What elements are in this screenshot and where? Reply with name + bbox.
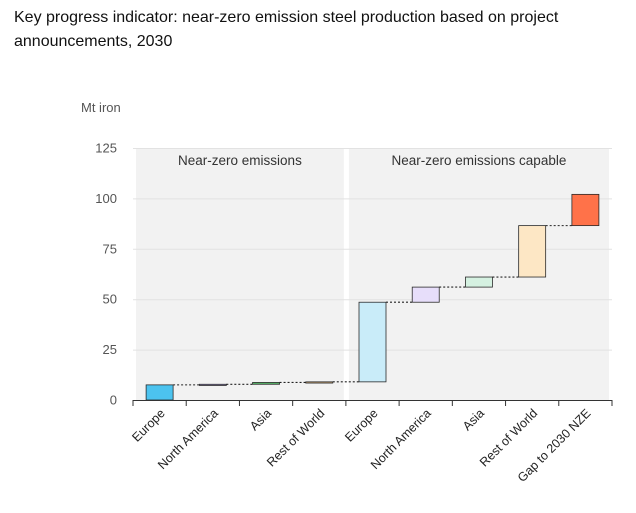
group-label: Near-zero emissions capable	[392, 153, 567, 168]
x-category-label: Asia	[460, 406, 487, 433]
y-axis-ticks: 0 25 50 75 100 125	[95, 141, 117, 408]
y-tick-label: 50	[103, 292, 117, 307]
y-axis-unit-label: Mt iron	[81, 100, 121, 115]
chart-title: Key progress indicator: near-zero emissi…	[14, 9, 559, 50]
bar	[465, 276, 493, 288]
x-axis-ticks	[132, 400, 613, 406]
y-tick-label: 0	[110, 393, 117, 408]
bar	[198, 383, 227, 386]
bar	[305, 381, 334, 384]
bar	[411, 286, 440, 303]
bar	[358, 301, 387, 383]
y-tick-label: 75	[103, 241, 117, 256]
group-background	[136, 148, 344, 400]
x-category-label: Europe	[129, 406, 167, 444]
bars	[145, 193, 600, 401]
group-background	[348, 148, 609, 400]
x-category-label: Asia	[247, 406, 274, 433]
group-label: Near-zero emissions	[178, 153, 302, 168]
y-tick-label: 25	[103, 342, 117, 357]
bar	[145, 384, 174, 401]
bar	[518, 225, 547, 278]
group-backgrounds: Near-zero emissions Near-zero emissions c…	[136, 148, 609, 400]
connector-lines	[173, 225, 572, 386]
bar	[252, 382, 280, 385]
x-category-label: Europe	[342, 406, 380, 444]
y-tick-label: 100	[95, 191, 117, 206]
bar	[571, 193, 600, 227]
y-tick-label: 125	[95, 141, 117, 156]
